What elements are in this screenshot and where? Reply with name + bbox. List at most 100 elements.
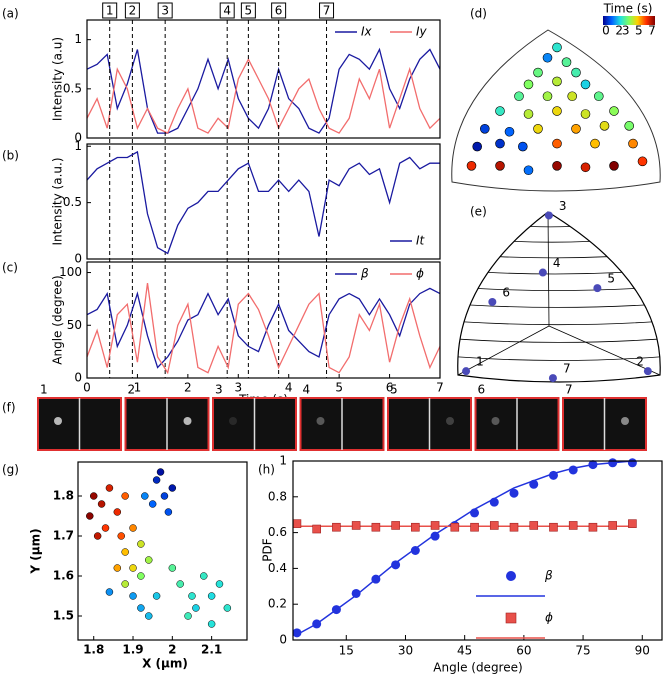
orientation-point (609, 161, 619, 171)
orientation-point (538, 268, 547, 277)
x-axis-label: Angle (degree) (433, 661, 522, 675)
data-point (628, 519, 637, 528)
y-tick-label: 0.5 (63, 195, 82, 209)
trajectory-point (101, 524, 110, 532)
data-point (470, 522, 479, 532)
trajectory-point (121, 580, 129, 588)
orientation-point (523, 165, 534, 176)
line-series (86, 47, 441, 134)
trajectory-point (129, 564, 137, 572)
data-point (351, 521, 361, 530)
data-point (627, 458, 637, 468)
frame-spot (446, 417, 454, 425)
data-point (430, 521, 440, 530)
panel-label: (d) (470, 7, 487, 21)
data-point (371, 574, 381, 584)
x-tick-label: 2 (184, 381, 192, 395)
y-tick-label: 1 (74, 139, 82, 153)
x-tick-label: 1 (134, 381, 142, 395)
trajectory-point (223, 604, 232, 612)
x-tick-label: 0 (83, 381, 91, 395)
data-point (411, 522, 420, 532)
data-point (430, 531, 440, 541)
x-tick-label: 1.8 (83, 643, 104, 657)
colorbar (603, 16, 655, 25)
y-tick-label: 0 (74, 252, 82, 266)
event-label: 6 (275, 4, 283, 18)
legend-label: β (544, 569, 553, 583)
x-tick-label: 3 (234, 381, 242, 395)
x-axis-label: X (µm) (142, 657, 188, 671)
orientation-point (580, 79, 591, 90)
orientation-point (533, 124, 543, 134)
y-tick-label: 1.7 (53, 529, 74, 543)
data-point (509, 488, 519, 498)
orientation-point (462, 367, 471, 376)
orientation-point (523, 79, 534, 90)
orientation-point (552, 138, 562, 149)
point-label: 7 (563, 362, 571, 376)
triangle-outline (457, 211, 661, 383)
orientation-point (488, 297, 497, 306)
y-tick-label: 0.8 (268, 489, 287, 503)
orientation-point (643, 367, 652, 376)
x-tick-label: 60 (516, 644, 531, 658)
x-tick-label: 5 (335, 381, 343, 395)
orientation-point (571, 67, 581, 78)
event-label: 2 (129, 4, 137, 18)
legend-marker (505, 612, 517, 624)
y-axis-label: Y (µm) (29, 528, 43, 574)
trajectory-point (192, 604, 200, 612)
y-tick-label: 100 (59, 265, 82, 279)
orientation-point (466, 161, 477, 171)
data-point (608, 521, 617, 530)
frame-label: 1 (40, 383, 48, 397)
y-tick-label: 0.6 (268, 525, 287, 539)
orientation-point (523, 109, 534, 119)
y-tick-label: 1 (74, 32, 82, 46)
frame-spot (183, 417, 192, 425)
event-box (219, 2, 235, 19)
data-point (489, 521, 499, 530)
event-box (102, 2, 118, 19)
frame-label: 5 (390, 383, 398, 397)
plot-frame (86, 143, 441, 260)
data-point (292, 519, 302, 528)
x-tick-label: 4 (285, 381, 293, 395)
point-label: 5 (607, 272, 615, 286)
event-label: 5 (245, 4, 253, 18)
y-tick-label: 0 (74, 131, 82, 145)
trajectory-point (168, 484, 177, 492)
line-series (86, 57, 441, 134)
panel-label: (f) (2, 401, 16, 415)
orientation-point (599, 121, 610, 131)
orientation-point (533, 67, 543, 78)
latitude-arc (459, 338, 658, 343)
orientation-point (479, 124, 490, 134)
y-axis-label: PDF (261, 538, 275, 561)
trajectory-point (105, 484, 114, 492)
data-point (529, 521, 539, 530)
data-point (509, 522, 519, 532)
trajectory-point (93, 532, 102, 540)
orientation-point (542, 52, 553, 63)
x-tick-label: 75 (575, 644, 590, 658)
data-point (588, 460, 598, 470)
trajectory-point (164, 508, 173, 516)
orientation-point (609, 106, 619, 116)
latitude-arc (499, 256, 608, 259)
trajectory-point (117, 532, 125, 540)
trajectory-point (129, 592, 137, 600)
plot-frame (77, 461, 248, 641)
frame-spot (621, 417, 629, 425)
data-point (312, 619, 322, 629)
latitude-arc (477, 288, 635, 291)
orientation-point (552, 106, 562, 116)
trajectory-point (152, 476, 161, 484)
data-point (391, 560, 401, 570)
latitude-arc (487, 272, 623, 275)
orientation-point (580, 109, 591, 119)
data-point (351, 588, 361, 598)
y-tick-label: 0 (279, 633, 287, 647)
latitude-arc (469, 304, 645, 308)
